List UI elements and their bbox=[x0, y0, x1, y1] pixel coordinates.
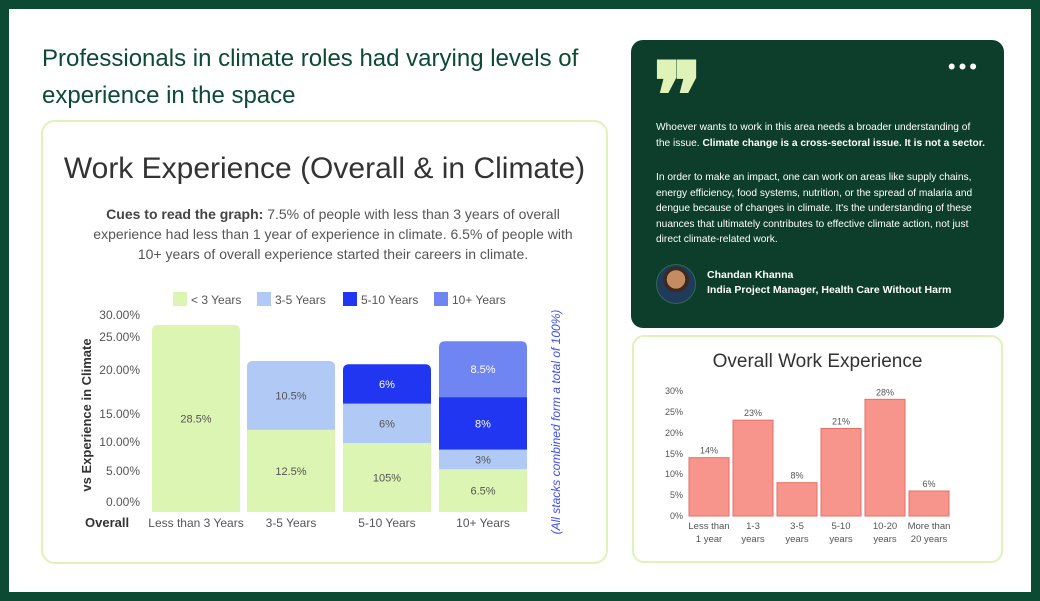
bar-value-label: 8.5% bbox=[470, 364, 495, 376]
bar-value-label: 14% bbox=[700, 446, 718, 456]
x-category-label: 10-20 bbox=[873, 521, 897, 532]
y-tick-label: 10% bbox=[665, 469, 683, 479]
bar-value-label: 28% bbox=[876, 387, 894, 397]
bar-segment bbox=[439, 449, 527, 470]
bar bbox=[908, 490, 950, 517]
bar-value-label: 21% bbox=[832, 417, 850, 427]
frame-left bbox=[0, 0, 9, 601]
y-tick-label: 20.00% bbox=[99, 363, 140, 377]
bar-segment bbox=[247, 429, 335, 512]
bar-segment bbox=[247, 360, 335, 430]
secondary-chart-card: Overall Work Experience 30% 25% 20% 15% 10% 5… bbox=[632, 335, 1003, 563]
speaker-name: Chandan Khanna bbox=[707, 269, 794, 281]
legend-swatch bbox=[434, 292, 448, 306]
bar-value-label: 23% bbox=[744, 408, 762, 418]
y-tick-label: 20% bbox=[665, 428, 683, 438]
y-tick-label: 5.00% bbox=[106, 464, 140, 478]
cues-body: 7.5% of people with less than 3 years of… bbox=[93, 206, 573, 262]
y-tick-label: 30% bbox=[665, 386, 683, 396]
legend-label: 3-5 Years bbox=[275, 293, 326, 307]
y-tick-label: 0.00% bbox=[106, 495, 140, 509]
main-chart-svg: 30.00% 25.00% 20.00% 15.00% 10.00% 5.00% 0.00%… bbox=[79, 292, 563, 535]
x-category-label: More than bbox=[908, 521, 951, 532]
y-tick-label: 15.00% bbox=[99, 407, 140, 421]
bar bbox=[820, 428, 862, 517]
legend-swatch bbox=[343, 292, 357, 306]
bar-value-label: 10.5% bbox=[275, 390, 306, 402]
x-category-label: 10+ Years bbox=[456, 516, 510, 530]
bar-value-label: 12.5% bbox=[275, 466, 306, 478]
bar-segment bbox=[439, 397, 527, 450]
frame-top bbox=[0, 0, 1040, 9]
x-category-label: 3-5 Years bbox=[266, 516, 317, 530]
y-tick-label: 5% bbox=[670, 490, 683, 500]
y-axis-title: vs Experience in Climate bbox=[79, 338, 94, 491]
bar-segment bbox=[152, 324, 240, 512]
bar-value-label: 6% bbox=[379, 418, 395, 430]
x-category-label: 5-10 bbox=[831, 521, 850, 532]
quote-p1-start: Whoever wants to work in this area needs… bbox=[656, 122, 971, 149]
x-category-label: 3-5 bbox=[790, 521, 804, 532]
cues-label: Cues to read the graph: bbox=[106, 206, 264, 222]
bar-value-label: 28.5% bbox=[180, 413, 211, 425]
bar bbox=[688, 457, 730, 517]
bar bbox=[776, 482, 818, 517]
legend-swatch bbox=[173, 292, 187, 306]
bar-value-label: 6% bbox=[379, 379, 395, 391]
x-category-label: Less than bbox=[688, 521, 729, 532]
more-options-icon[interactable]: ••• bbox=[947, 54, 980, 79]
bar bbox=[864, 398, 906, 517]
legend-label: < 3 Years bbox=[191, 293, 241, 307]
x-category-label: years bbox=[829, 534, 852, 545]
x-category-label: years bbox=[785, 534, 808, 545]
bar-segment bbox=[343, 364, 431, 404]
bar-value-label: 6.5% bbox=[470, 486, 495, 498]
y-tick-label: 15% bbox=[665, 449, 683, 459]
bar-segment bbox=[439, 469, 527, 512]
stack-total-note: (All stacks combined form a total of 100… bbox=[549, 310, 563, 535]
secondary-chart-svg: 30% 25% 20% 15% 10% 5% 0% 14% Less than 1 year 23%… bbox=[665, 386, 951, 545]
quote-paragraph-2: In order to make an impact, one can work… bbox=[656, 172, 973, 245]
quote-icon: ❞ bbox=[653, 42, 703, 150]
bar-segment bbox=[439, 341, 527, 398]
bar-segment bbox=[343, 443, 431, 512]
legend-label: 10+ Years bbox=[452, 293, 506, 307]
avatar bbox=[656, 264, 696, 304]
x-category-label: 20 years bbox=[911, 534, 948, 545]
x-category-label: 1 year bbox=[696, 534, 722, 545]
x-category-label: 5-10 Years bbox=[358, 516, 415, 530]
x-category-label: 1-3 bbox=[746, 521, 760, 532]
y-tick-label: 30.00% bbox=[99, 308, 140, 322]
headline: Professionals in climate roles had varyi… bbox=[42, 45, 579, 109]
bar-value-label: 3% bbox=[475, 454, 491, 466]
speaker-role: India Project Manager, Health Care Witho… bbox=[707, 284, 952, 296]
frame-right bbox=[1031, 0, 1040, 601]
bar bbox=[732, 419, 774, 517]
secondary-chart-title: Overall Work Experience bbox=[712, 351, 923, 372]
quote-paragraph-1: Whoever wants to work in this area needs… bbox=[656, 120, 986, 151]
bar-value-label: 105% bbox=[373, 473, 401, 485]
y-tick-label: 0% bbox=[670, 511, 683, 521]
bar-value-label: 6% bbox=[922, 479, 935, 489]
y-tick-label: 10.00% bbox=[99, 435, 140, 449]
frame-bottom bbox=[0, 592, 1040, 601]
quote-p1-bold: Climate change is a cross-sectoral issue… bbox=[702, 137, 985, 149]
legend-swatch bbox=[257, 292, 271, 306]
x-category-label: years bbox=[741, 534, 764, 545]
quote-card: ❞ ••• Whoever wants to work in this area… bbox=[631, 40, 1004, 328]
x-category-label: Less than 3 Years bbox=[148, 516, 243, 530]
main-chart-title: Work Experience (Overall & in Climate) bbox=[63, 152, 586, 185]
bar-segment bbox=[343, 403, 431, 444]
bar-value-label: 8% bbox=[790, 471, 803, 481]
y-tick-label: 25% bbox=[665, 407, 683, 417]
main-chart-card: Work Experience (Overall & in Climate) C… bbox=[41, 120, 608, 564]
bar-value-label: 8% bbox=[475, 418, 491, 430]
x-category-label: years bbox=[873, 534, 896, 545]
y-tick-label: 25.00% bbox=[99, 330, 140, 344]
cues-text: Cues to read the graph: 7.5% of people w… bbox=[93, 204, 573, 264]
legend-label: 5-10 Years bbox=[361, 293, 418, 307]
x-axis-title: Overall bbox=[85, 515, 129, 530]
